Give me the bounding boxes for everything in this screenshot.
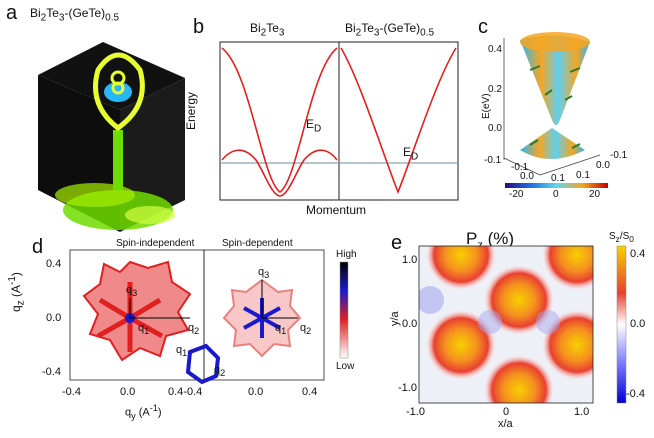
panel-e-ytick-1: 0.0 [402, 318, 418, 330]
panel-a-title: Bi2Te3-(GeTe)0.5 [30, 6, 120, 24]
panel-e-xtick-0: -1.0 [406, 406, 425, 418]
panel-c-xtick-0: -0.1 [511, 162, 529, 173]
panel-e-ylabel: y/a [389, 311, 401, 326]
panel-e-frame [418, 245, 594, 404]
panel-d-q-arrows [129, 280, 298, 319]
panel-c-upper-cone [520, 35, 590, 125]
panel-d-q3-right: q3 [258, 266, 270, 281]
panel-d-xtick-1: 0.0 [120, 386, 136, 398]
panel-d-q2-right: q2 [300, 322, 312, 337]
panel-e-cbtick-1: 0.0 [630, 318, 646, 330]
panel-c-ztick-1: 0.2 [488, 84, 502, 95]
panel-b-ed-right: ED [403, 145, 419, 163]
panel-d-left-title: Spin-independent [116, 238, 195, 249]
panel-e-letter: e [391, 232, 403, 254]
panel-e-xlabel: x/a [498, 418, 513, 430]
panel-b-left-upper-band [221, 47, 338, 193]
panel-c-cbtick-2: 20 [589, 189, 601, 200]
panel-d-xtick-3: 0.0 [248, 386, 264, 398]
panel-b-left-title: Bi2Te3 [250, 21, 285, 39]
panel-c-ytick-2: -0.1 [610, 150, 628, 161]
panel-c-colorbar [505, 183, 608, 188]
panel-e-cb-title: Sz/S0 [609, 231, 634, 244]
panel-d-legend-low: Low [336, 361, 355, 372]
panel-d-xtick-4: 0.4 [302, 386, 318, 398]
panel-d-xlabel: qy (A-1) [125, 403, 162, 421]
panel-d-legend-high: High [336, 249, 357, 260]
panel-d-ytick-2: -0.4 [42, 366, 61, 378]
panel-b-left-lower-band [221, 149, 338, 197]
panel-c-cbtick-1: 0 [553, 189, 559, 200]
panel-b-xlabel: Momentum [306, 203, 367, 217]
panel-e-cbtick-2: -0.4 [626, 388, 645, 400]
cube-hexagon-contour [93, 52, 145, 132]
panel-e-title: Pz (%) [466, 229, 515, 252]
panel-d-q2-left: q2 [188, 322, 200, 337]
panel-d-q1-left: q1 [138, 322, 150, 337]
panel-e-ytick-2: -1.0 [398, 382, 417, 394]
panel-c-ytick-0: 0.1 [576, 170, 590, 181]
panel-b-right-band [340, 47, 457, 195]
panel-c-xtick-1: 0.0 [520, 171, 534, 182]
panel-d-legend-bar [339, 261, 349, 359]
panel-d-xtick-2: 0.4-0.4 [168, 386, 203, 398]
panel-d-right-frame [203, 249, 325, 381]
panel-c-xtick-2: 0.1 [551, 173, 565, 184]
panel-c-spin-arrows [529, 65, 581, 149]
panel-d-q3-left: q3 [126, 284, 138, 299]
panel-d-ytick-1: 0.0 [46, 312, 62, 324]
panel-d-inset-contour [185, 343, 221, 385]
panel-e-cbtick-0: 0.4 [630, 248, 646, 260]
panel-c-ytick-1: 0.0 [596, 160, 610, 171]
panel-b-right-title: Bi2Te3-(GeTe)0.5 [345, 21, 435, 39]
panel-e-xtick-1: 0 [503, 406, 510, 418]
panel-a-letter: a [6, 2, 18, 24]
panel-c-ztick-0: 0.4 [488, 44, 502, 55]
panel-d-right-title: Spin-dependent [222, 238, 293, 249]
panel-e-colorbar [616, 245, 627, 404]
panel-d-q1-inset: q1 [176, 344, 188, 359]
panel-c-ztick-2: 0.0 [488, 123, 502, 134]
panel-d-q1-right: q1 [275, 322, 287, 337]
panel-d-q2-inset: q2 [214, 364, 226, 379]
panel-d-xtick-0: -0.4 [62, 386, 81, 398]
panel-e-ytick-0: 1.0 [402, 254, 418, 266]
panel-b-ed-left: ED [306, 117, 322, 135]
panel-d-letter: d [32, 236, 44, 258]
panel-c-letter: c [478, 16, 488, 38]
panel-e-spots [419, 246, 593, 403]
panel-c-cbtick-0: -20 [509, 189, 524, 200]
panel-d-ytick-0: 0.4 [46, 258, 62, 270]
panel-e-xtick-2: 1.0 [574, 406, 590, 418]
panel-c-ztick-3: -0.1 [484, 155, 502, 166]
panel-b-letter: b [193, 16, 205, 38]
panel-c-lower-cone [520, 128, 585, 159]
